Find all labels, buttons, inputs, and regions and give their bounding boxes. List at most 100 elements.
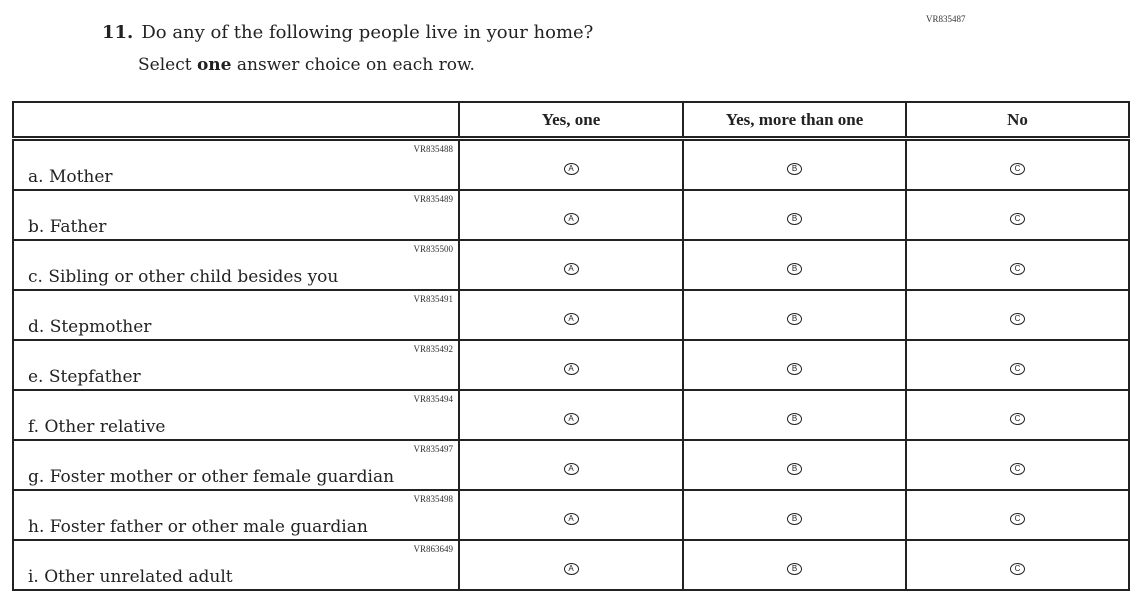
table-row: VR835498 h. Foster father or other male g… xyxy=(12,489,1130,541)
option-cell: C xyxy=(905,389,1130,441)
table-row: VR863649 i. Other unrelated adult A B C xyxy=(12,539,1130,591)
option-cell: A xyxy=(458,289,684,341)
item-code: VR835489 xyxy=(413,194,453,204)
header-yes-one: Yes, one xyxy=(458,101,684,141)
row-label-cell: VR863649 i. Other unrelated adult xyxy=(12,539,460,591)
option-cell: B xyxy=(682,189,907,241)
row-label: i. Other unrelated adult xyxy=(28,567,233,587)
answer-bubble-b[interactable]: B xyxy=(787,212,802,225)
answer-bubble-a[interactable]: A xyxy=(563,412,579,425)
option-cell: C xyxy=(905,489,1130,541)
answer-bubble-c[interactable]: C xyxy=(1010,212,1025,225)
answer-bubble-a[interactable]: A xyxy=(563,262,579,275)
answer-bubble-c[interactable]: C xyxy=(1010,412,1025,425)
response-grid: Yes, one Yes, more than one No VR835488 a… xyxy=(12,101,1130,591)
option-cell: B xyxy=(682,289,907,341)
option-cell: A xyxy=(458,239,684,291)
row-label-cell: VR835492 e. Stepfather xyxy=(12,339,460,391)
row-label: d. Stepmother xyxy=(28,317,152,337)
answer-bubble-c[interactable]: C xyxy=(1010,462,1025,475)
answer-bubble-c[interactable]: C xyxy=(1010,512,1025,525)
option-cell: B xyxy=(682,389,907,441)
option-cell: A xyxy=(458,137,684,191)
answer-bubble-a[interactable]: A xyxy=(563,462,579,475)
header-no: No xyxy=(905,101,1130,141)
row-label-cell: VR835491 d. Stepmother xyxy=(12,289,460,341)
item-code: VR835487 xyxy=(926,14,966,24)
answer-bubble-c[interactable]: C xyxy=(1010,262,1025,275)
instruction-bold: one xyxy=(196,55,232,75)
answer-bubble-a[interactable]: A xyxy=(563,162,579,175)
answer-bubble-a[interactable]: A xyxy=(563,562,579,575)
row-label-cell: VR835497 g. Foster mother or other female… xyxy=(12,439,460,491)
header-row: Yes, one Yes, more than one No xyxy=(12,101,1130,141)
item-code: VR835500 xyxy=(413,244,453,254)
option-cell: A xyxy=(458,539,684,591)
row-label: c. Sibling or other child besides you xyxy=(28,267,339,287)
instruction: Select one answer choice on each row. xyxy=(138,55,475,75)
question-number: 11. xyxy=(102,22,134,43)
row-label-cell: VR835498 h. Foster father or other male g… xyxy=(12,489,460,541)
option-cell: C xyxy=(905,539,1130,591)
answer-bubble-b[interactable]: B xyxy=(787,312,802,325)
option-cell: C xyxy=(905,189,1130,241)
header-yes-more: Yes, more than one xyxy=(682,101,907,141)
option-cell: C xyxy=(905,137,1130,191)
item-code: VR835488 xyxy=(413,144,453,154)
answer-bubble-b[interactable]: B xyxy=(787,512,802,525)
option-cell: A xyxy=(458,439,684,491)
row-label: h. Foster father or other male guardian xyxy=(28,517,368,537)
answer-bubble-b[interactable]: B xyxy=(787,462,802,475)
row-label: b. Father xyxy=(28,217,107,237)
answer-bubble-b[interactable]: B xyxy=(787,362,802,375)
row-label-cell: VR835489 b. Father xyxy=(12,189,460,241)
question-stem: Do any of the following people live in y… xyxy=(141,22,594,43)
option-cell: A xyxy=(458,389,684,441)
option-cell: A xyxy=(458,489,684,541)
item-code: VR835497 xyxy=(413,444,453,454)
option-cell: C xyxy=(905,239,1130,291)
row-label-cell: VR835494 f. Other relative xyxy=(12,389,460,441)
row-label-cell: VR835500 c. Sibling or other child beside… xyxy=(12,239,460,291)
option-cell: B xyxy=(682,439,907,491)
option-cell: B xyxy=(682,489,907,541)
table-row: VR835489 b. Father A B C xyxy=(12,189,1130,241)
option-cell: B xyxy=(682,339,907,391)
item-code: VR863649 xyxy=(413,544,453,554)
answer-bubble-b[interactable]: B xyxy=(787,412,802,425)
table-row: VR835491 d. Stepmother A B C xyxy=(12,289,1130,341)
row-label: a. Mother xyxy=(28,167,113,187)
answer-bubble-c[interactable]: C xyxy=(1010,312,1025,325)
answer-bubble-a[interactable]: A xyxy=(563,362,579,375)
instruction-post: answer choice on each row. xyxy=(231,55,475,75)
answer-bubble-c[interactable]: C xyxy=(1010,362,1025,375)
table-row: VR835497 g. Foster mother or other female… xyxy=(12,439,1130,491)
option-cell: A xyxy=(458,339,684,391)
answer-bubble-b[interactable]: B xyxy=(787,162,802,175)
option-cell: B xyxy=(682,539,907,591)
item-code: VR835492 xyxy=(413,344,453,354)
instruction-pre: Select xyxy=(138,55,197,75)
option-cell: A xyxy=(458,189,684,241)
answer-bubble-a[interactable]: A xyxy=(563,212,579,225)
table-row: VR835488 a. Mother A B C xyxy=(12,137,1130,191)
row-label: g. Foster mother or other female guardia… xyxy=(28,467,395,487)
option-cell: C xyxy=(905,339,1130,391)
answer-bubble-b[interactable]: B xyxy=(787,262,802,275)
option-cell: C xyxy=(905,439,1130,491)
answer-bubble-a[interactable]: A xyxy=(563,312,579,325)
header-blank xyxy=(12,101,460,141)
answer-bubble-c[interactable]: C xyxy=(1010,562,1025,575)
answer-bubble-a[interactable]: A xyxy=(563,512,579,525)
question-text: 11. Do any of the following people live i… xyxy=(102,22,593,43)
row-label: f. Other relative xyxy=(28,417,166,437)
table-row: VR835494 f. Other relative A B C xyxy=(12,389,1130,441)
answer-bubble-c[interactable]: C xyxy=(1010,162,1025,175)
item-code: VR835498 xyxy=(413,494,453,504)
answer-bubble-b[interactable]: B xyxy=(787,562,802,575)
table-row: VR835500 c. Sibling or other child beside… xyxy=(12,239,1130,291)
table-row: VR835492 e. Stepfather A B C xyxy=(12,339,1130,391)
option-cell: B xyxy=(682,137,907,191)
item-code: VR835491 xyxy=(413,294,453,304)
row-label-cell: VR835488 a. Mother xyxy=(12,137,460,191)
